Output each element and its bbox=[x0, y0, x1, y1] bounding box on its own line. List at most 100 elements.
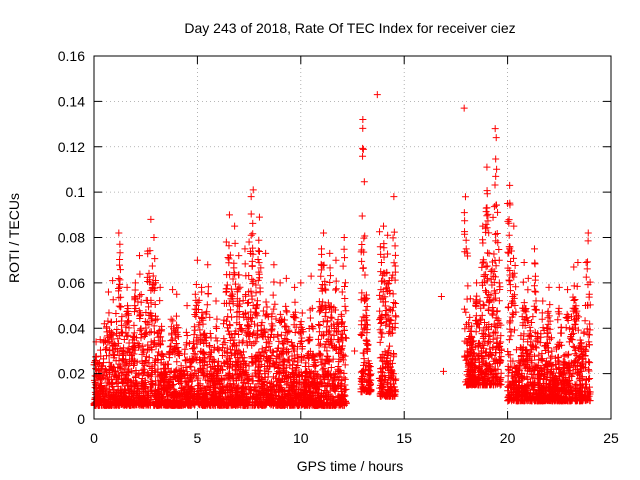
roti-point bbox=[124, 318, 132, 326]
roti-point bbox=[290, 321, 298, 329]
roti-point bbox=[148, 364, 156, 372]
roti-point bbox=[262, 298, 270, 306]
roti-point bbox=[247, 210, 255, 218]
roti-point bbox=[210, 343, 218, 351]
roti-point bbox=[230, 336, 238, 344]
roti-point bbox=[138, 381, 146, 389]
roti-point bbox=[288, 365, 296, 373]
roti-point bbox=[332, 344, 340, 352]
roti-point bbox=[164, 386, 172, 394]
roti-point bbox=[263, 303, 271, 311]
roti-point bbox=[223, 299, 231, 307]
roti-point bbox=[280, 340, 288, 348]
roti-point bbox=[253, 334, 261, 342]
roti-point bbox=[269, 291, 277, 299]
roti-point bbox=[248, 341, 256, 349]
roti-point bbox=[261, 373, 269, 381]
roti-point bbox=[206, 313, 214, 321]
roti-point bbox=[240, 354, 248, 362]
roti-point bbox=[243, 315, 251, 323]
roti-point bbox=[275, 370, 283, 378]
roti-point bbox=[168, 336, 176, 344]
roti-point bbox=[244, 372, 252, 380]
roti-point bbox=[306, 314, 314, 322]
roti-point bbox=[227, 306, 235, 314]
roti-point bbox=[225, 330, 233, 338]
roti-point bbox=[138, 350, 146, 358]
roti-point bbox=[321, 343, 329, 351]
roti-point bbox=[252, 338, 260, 346]
roti-point bbox=[206, 342, 214, 350]
roti-point bbox=[136, 327, 144, 335]
roti-point bbox=[233, 358, 241, 366]
roti-point bbox=[341, 326, 349, 334]
roti-point bbox=[259, 307, 267, 315]
roti-point bbox=[341, 254, 349, 262]
roti-point bbox=[282, 302, 290, 310]
roti-point bbox=[119, 351, 127, 359]
roti-point bbox=[146, 373, 154, 381]
roti-point bbox=[243, 339, 251, 347]
roti-point bbox=[133, 334, 141, 342]
roti-point bbox=[321, 301, 329, 309]
roti-point bbox=[235, 300, 243, 308]
roti-point bbox=[138, 330, 146, 338]
roti-point bbox=[105, 370, 113, 378]
roti-point bbox=[318, 287, 326, 295]
roti-point bbox=[269, 348, 277, 356]
roti-point bbox=[223, 281, 231, 289]
roti-point bbox=[242, 272, 250, 280]
roti-point bbox=[229, 290, 237, 298]
roti-point bbox=[207, 384, 215, 392]
roti-point bbox=[225, 355, 233, 363]
roti-point bbox=[234, 384, 242, 392]
roti-point bbox=[255, 248, 263, 256]
roti-point bbox=[313, 372, 321, 380]
roti-point bbox=[257, 264, 265, 272]
roti-point bbox=[330, 375, 338, 383]
roti-point bbox=[147, 299, 155, 307]
roti-point bbox=[252, 281, 260, 289]
roti-point bbox=[137, 325, 145, 333]
roti-point bbox=[283, 323, 291, 331]
roti-point bbox=[305, 362, 313, 370]
roti-point bbox=[196, 380, 204, 388]
roti-point bbox=[125, 365, 133, 373]
roti-point bbox=[268, 327, 276, 335]
roti-point bbox=[203, 301, 211, 309]
roti-point bbox=[192, 280, 200, 288]
roti-point bbox=[167, 315, 175, 323]
roti-point bbox=[316, 321, 324, 329]
roti-point bbox=[271, 300, 279, 308]
roti-point bbox=[338, 353, 346, 361]
roti-point bbox=[218, 351, 226, 359]
roti-point bbox=[246, 330, 254, 338]
roti-point bbox=[135, 371, 143, 379]
roti-point bbox=[338, 342, 346, 350]
roti-point bbox=[109, 350, 117, 358]
roti-point bbox=[233, 295, 241, 303]
roti-point bbox=[145, 278, 153, 286]
roti-point bbox=[288, 339, 296, 347]
roti-point bbox=[233, 319, 241, 327]
roti-point bbox=[123, 308, 131, 316]
roti-point bbox=[258, 378, 266, 386]
roti-point bbox=[115, 261, 123, 269]
roti-point bbox=[151, 300, 159, 308]
roti-point bbox=[305, 336, 313, 344]
roti-point bbox=[283, 308, 291, 316]
roti-point bbox=[120, 335, 128, 343]
roti-point bbox=[190, 343, 198, 351]
roti-point bbox=[252, 309, 260, 317]
roti-point bbox=[246, 338, 254, 346]
roti-point bbox=[112, 309, 120, 317]
roti-point bbox=[110, 351, 118, 359]
roti-point bbox=[112, 357, 120, 365]
roti-point bbox=[285, 356, 293, 364]
roti-point bbox=[271, 361, 279, 369]
roti-point bbox=[99, 362, 107, 370]
roti-point bbox=[172, 312, 180, 320]
roti-point bbox=[116, 266, 124, 274]
roti-point bbox=[258, 345, 266, 353]
roti-point bbox=[232, 357, 240, 365]
